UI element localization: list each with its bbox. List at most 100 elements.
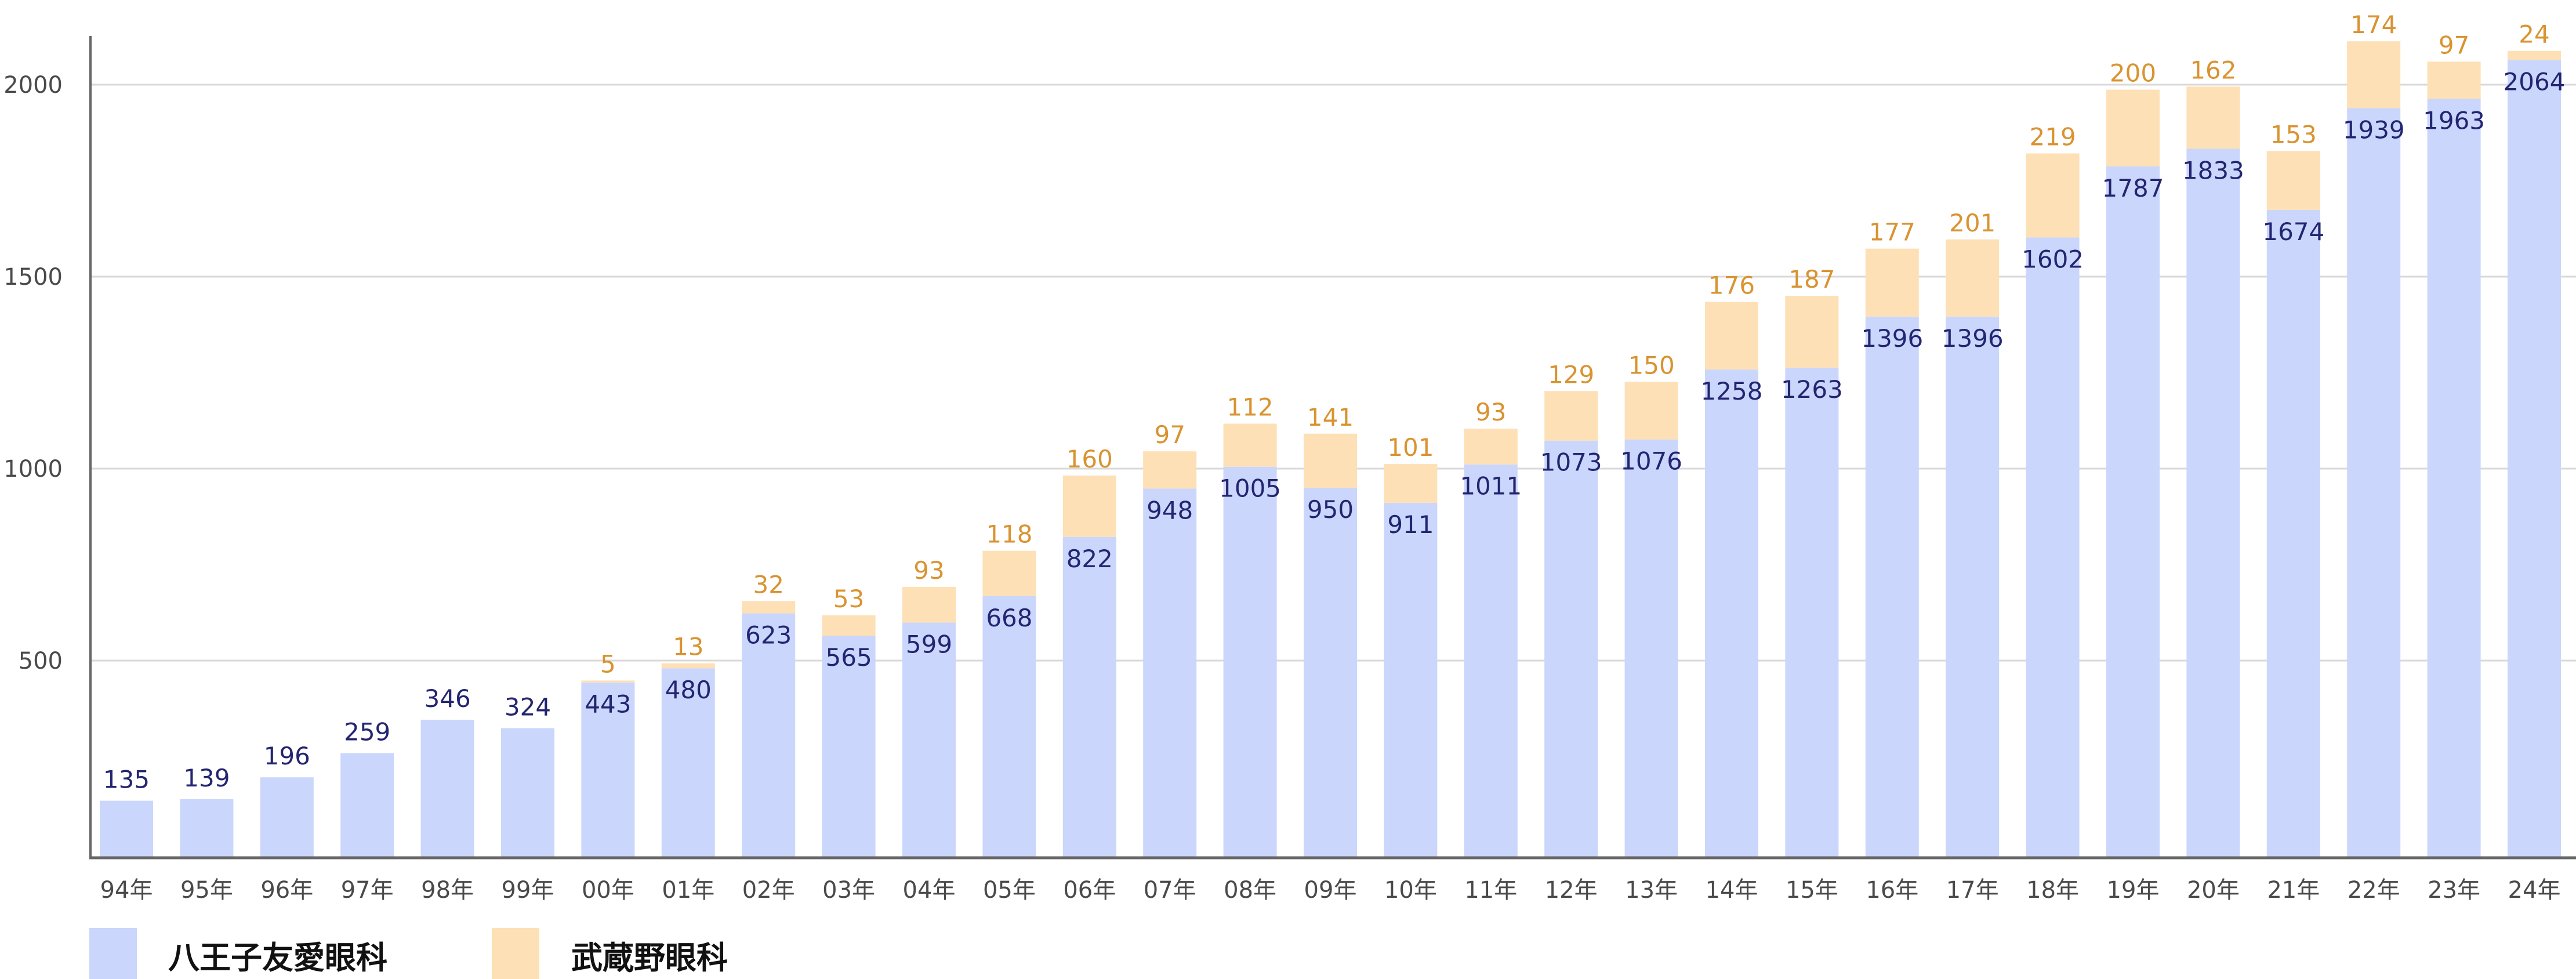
bar-hachioji bbox=[180, 799, 234, 858]
bar-musashino bbox=[2427, 61, 2481, 99]
bar-musashino bbox=[661, 663, 715, 669]
value-label-musashino: 187 bbox=[1788, 265, 1835, 293]
bar-musashino bbox=[1946, 239, 2000, 317]
bar-hachioji bbox=[2106, 166, 2160, 858]
value-label-hachioji: 1396 bbox=[1861, 324, 1923, 353]
value-label-musashino: 174 bbox=[2350, 10, 2397, 39]
value-label-musashino: 201 bbox=[1949, 209, 1996, 237]
value-label-musashino: 53 bbox=[833, 585, 864, 613]
x-tick-label: 15年 bbox=[1786, 877, 1838, 904]
bar-hachioji bbox=[501, 728, 554, 858]
x-tick-label: 19年 bbox=[2107, 877, 2160, 904]
bar-musashino bbox=[2266, 151, 2320, 210]
value-label-musashino: 5 bbox=[600, 650, 616, 678]
bar-hachioji bbox=[822, 635, 876, 858]
y-tick-label: 2000 bbox=[3, 72, 63, 99]
x-tick-label: 18年 bbox=[2026, 877, 2079, 904]
bar-hachioji bbox=[581, 682, 635, 858]
value-label-musashino: 24 bbox=[2519, 20, 2549, 49]
bar-hachioji bbox=[2186, 148, 2240, 858]
bar-musashino bbox=[2508, 50, 2561, 60]
bar-hachioji bbox=[1143, 488, 1197, 858]
bar-musashino bbox=[982, 550, 1036, 596]
value-label-hachioji: 1787 bbox=[2102, 174, 2164, 202]
x-tick-label: 99年 bbox=[502, 877, 554, 904]
value-label-musashino: 219 bbox=[2030, 122, 2076, 151]
legend-label-musashino: 武蔵野眼科 bbox=[571, 940, 728, 976]
value-label-hachioji: 599 bbox=[906, 630, 952, 658]
bar-musashino bbox=[581, 680, 635, 683]
value-label-hachioji: 565 bbox=[826, 643, 872, 672]
bar-hachioji bbox=[1705, 369, 1758, 858]
y-tick-label: 1500 bbox=[3, 264, 63, 291]
legend-swatch-musashino bbox=[492, 928, 539, 979]
bar-musashino bbox=[1865, 248, 1919, 317]
bar-hachioji bbox=[1304, 488, 1357, 858]
bar-hachioji bbox=[902, 622, 956, 858]
x-tick-label: 03年 bbox=[822, 877, 875, 904]
x-tick-label: 06年 bbox=[1063, 877, 1116, 904]
value-label-hachioji: 1076 bbox=[1620, 447, 1682, 476]
bar-hachioji bbox=[2026, 237, 2080, 858]
value-label-musashino: 150 bbox=[1628, 351, 1675, 379]
bar-hachioji bbox=[1223, 466, 1277, 858]
x-tick-label: 08年 bbox=[1224, 877, 1276, 904]
value-label-musashino: 97 bbox=[2439, 31, 2469, 59]
bar-hachioji bbox=[340, 753, 394, 858]
value-label-musashino: 97 bbox=[1154, 420, 1185, 449]
value-label-musashino: 93 bbox=[913, 556, 944, 585]
bar-musashino bbox=[1705, 302, 1758, 370]
value-label-hachioji: 259 bbox=[344, 718, 390, 746]
value-label-musashino: 32 bbox=[753, 570, 783, 599]
value-label-hachioji: 1396 bbox=[1942, 324, 2004, 353]
value-label-musashino: 141 bbox=[1307, 403, 1354, 432]
x-tick-label: 95年 bbox=[180, 877, 233, 904]
y-tick-label: 1000 bbox=[3, 456, 63, 483]
bar-musashino bbox=[1624, 382, 1678, 440]
bar-musashino bbox=[1223, 423, 1277, 467]
value-labels: 135 139 196 259 346 324 443 5 480 13 623 32 565 53 599… bbox=[103, 10, 2566, 793]
x-tick-label: 24年 bbox=[2508, 877, 2561, 904]
bar-musashino bbox=[2347, 41, 2401, 108]
x-tick-label: 96年 bbox=[260, 877, 313, 904]
bar-hachioji bbox=[100, 800, 153, 858]
bar-musashino bbox=[822, 615, 876, 636]
value-label-hachioji: 139 bbox=[183, 764, 230, 792]
bar-musashino bbox=[1143, 451, 1197, 489]
bar-musashino bbox=[1464, 429, 1518, 465]
x-tick-label: 04年 bbox=[903, 877, 956, 904]
value-label-hachioji: 1939 bbox=[2343, 115, 2405, 144]
bar-hachioji bbox=[1946, 316, 2000, 858]
legend-swatch-hachioji bbox=[89, 928, 137, 979]
x-tick-label: 11年 bbox=[1464, 877, 1517, 904]
x-tick-label: 12年 bbox=[1545, 877, 1598, 904]
bar-hachioji bbox=[1865, 316, 1919, 858]
bar-hachioji bbox=[1785, 367, 1839, 858]
legend-label-hachioji: 八王子友愛眼科 bbox=[168, 940, 387, 976]
bar-musashino bbox=[902, 586, 956, 623]
value-label-hachioji: 1602 bbox=[2022, 245, 2084, 273]
value-label-musashino: 13 bbox=[673, 633, 703, 661]
bar-musashino bbox=[1304, 433, 1357, 488]
legend: 八王子友愛眼科 武蔵野眼科 bbox=[89, 928, 728, 979]
x-tick-label: 94年 bbox=[100, 877, 153, 904]
x-tick-label: 07年 bbox=[1144, 877, 1196, 904]
x-axis-ticks: 94年 95年 96年 97年 98年 99年 00年 01年 02年 03年 04年 05年 06年 0… bbox=[100, 877, 2561, 904]
value-label-musashino: 129 bbox=[1548, 360, 1594, 389]
x-tick-label: 20年 bbox=[2187, 877, 2240, 904]
bar-musashino bbox=[2106, 89, 2160, 167]
value-label-musashino: 93 bbox=[1475, 398, 1506, 426]
x-tick-label: 23年 bbox=[2428, 877, 2480, 904]
value-label-hachioji: 668 bbox=[986, 604, 1032, 632]
bar-hachioji bbox=[661, 668, 715, 858]
value-label-musashino: 177 bbox=[1869, 218, 1915, 246]
value-label-hachioji: 1073 bbox=[1540, 448, 1602, 477]
value-label-hachioji: 346 bbox=[425, 684, 471, 713]
bar-hachioji bbox=[2266, 209, 2320, 858]
value-label-hachioji: 623 bbox=[745, 621, 792, 650]
y-axis-ticks: 500 1000 1500 2000 bbox=[3, 72, 63, 675]
x-tick-label: 05年 bbox=[983, 877, 1036, 904]
x-tick-label: 14年 bbox=[1706, 877, 1758, 904]
bar-hachioji bbox=[982, 596, 1036, 858]
